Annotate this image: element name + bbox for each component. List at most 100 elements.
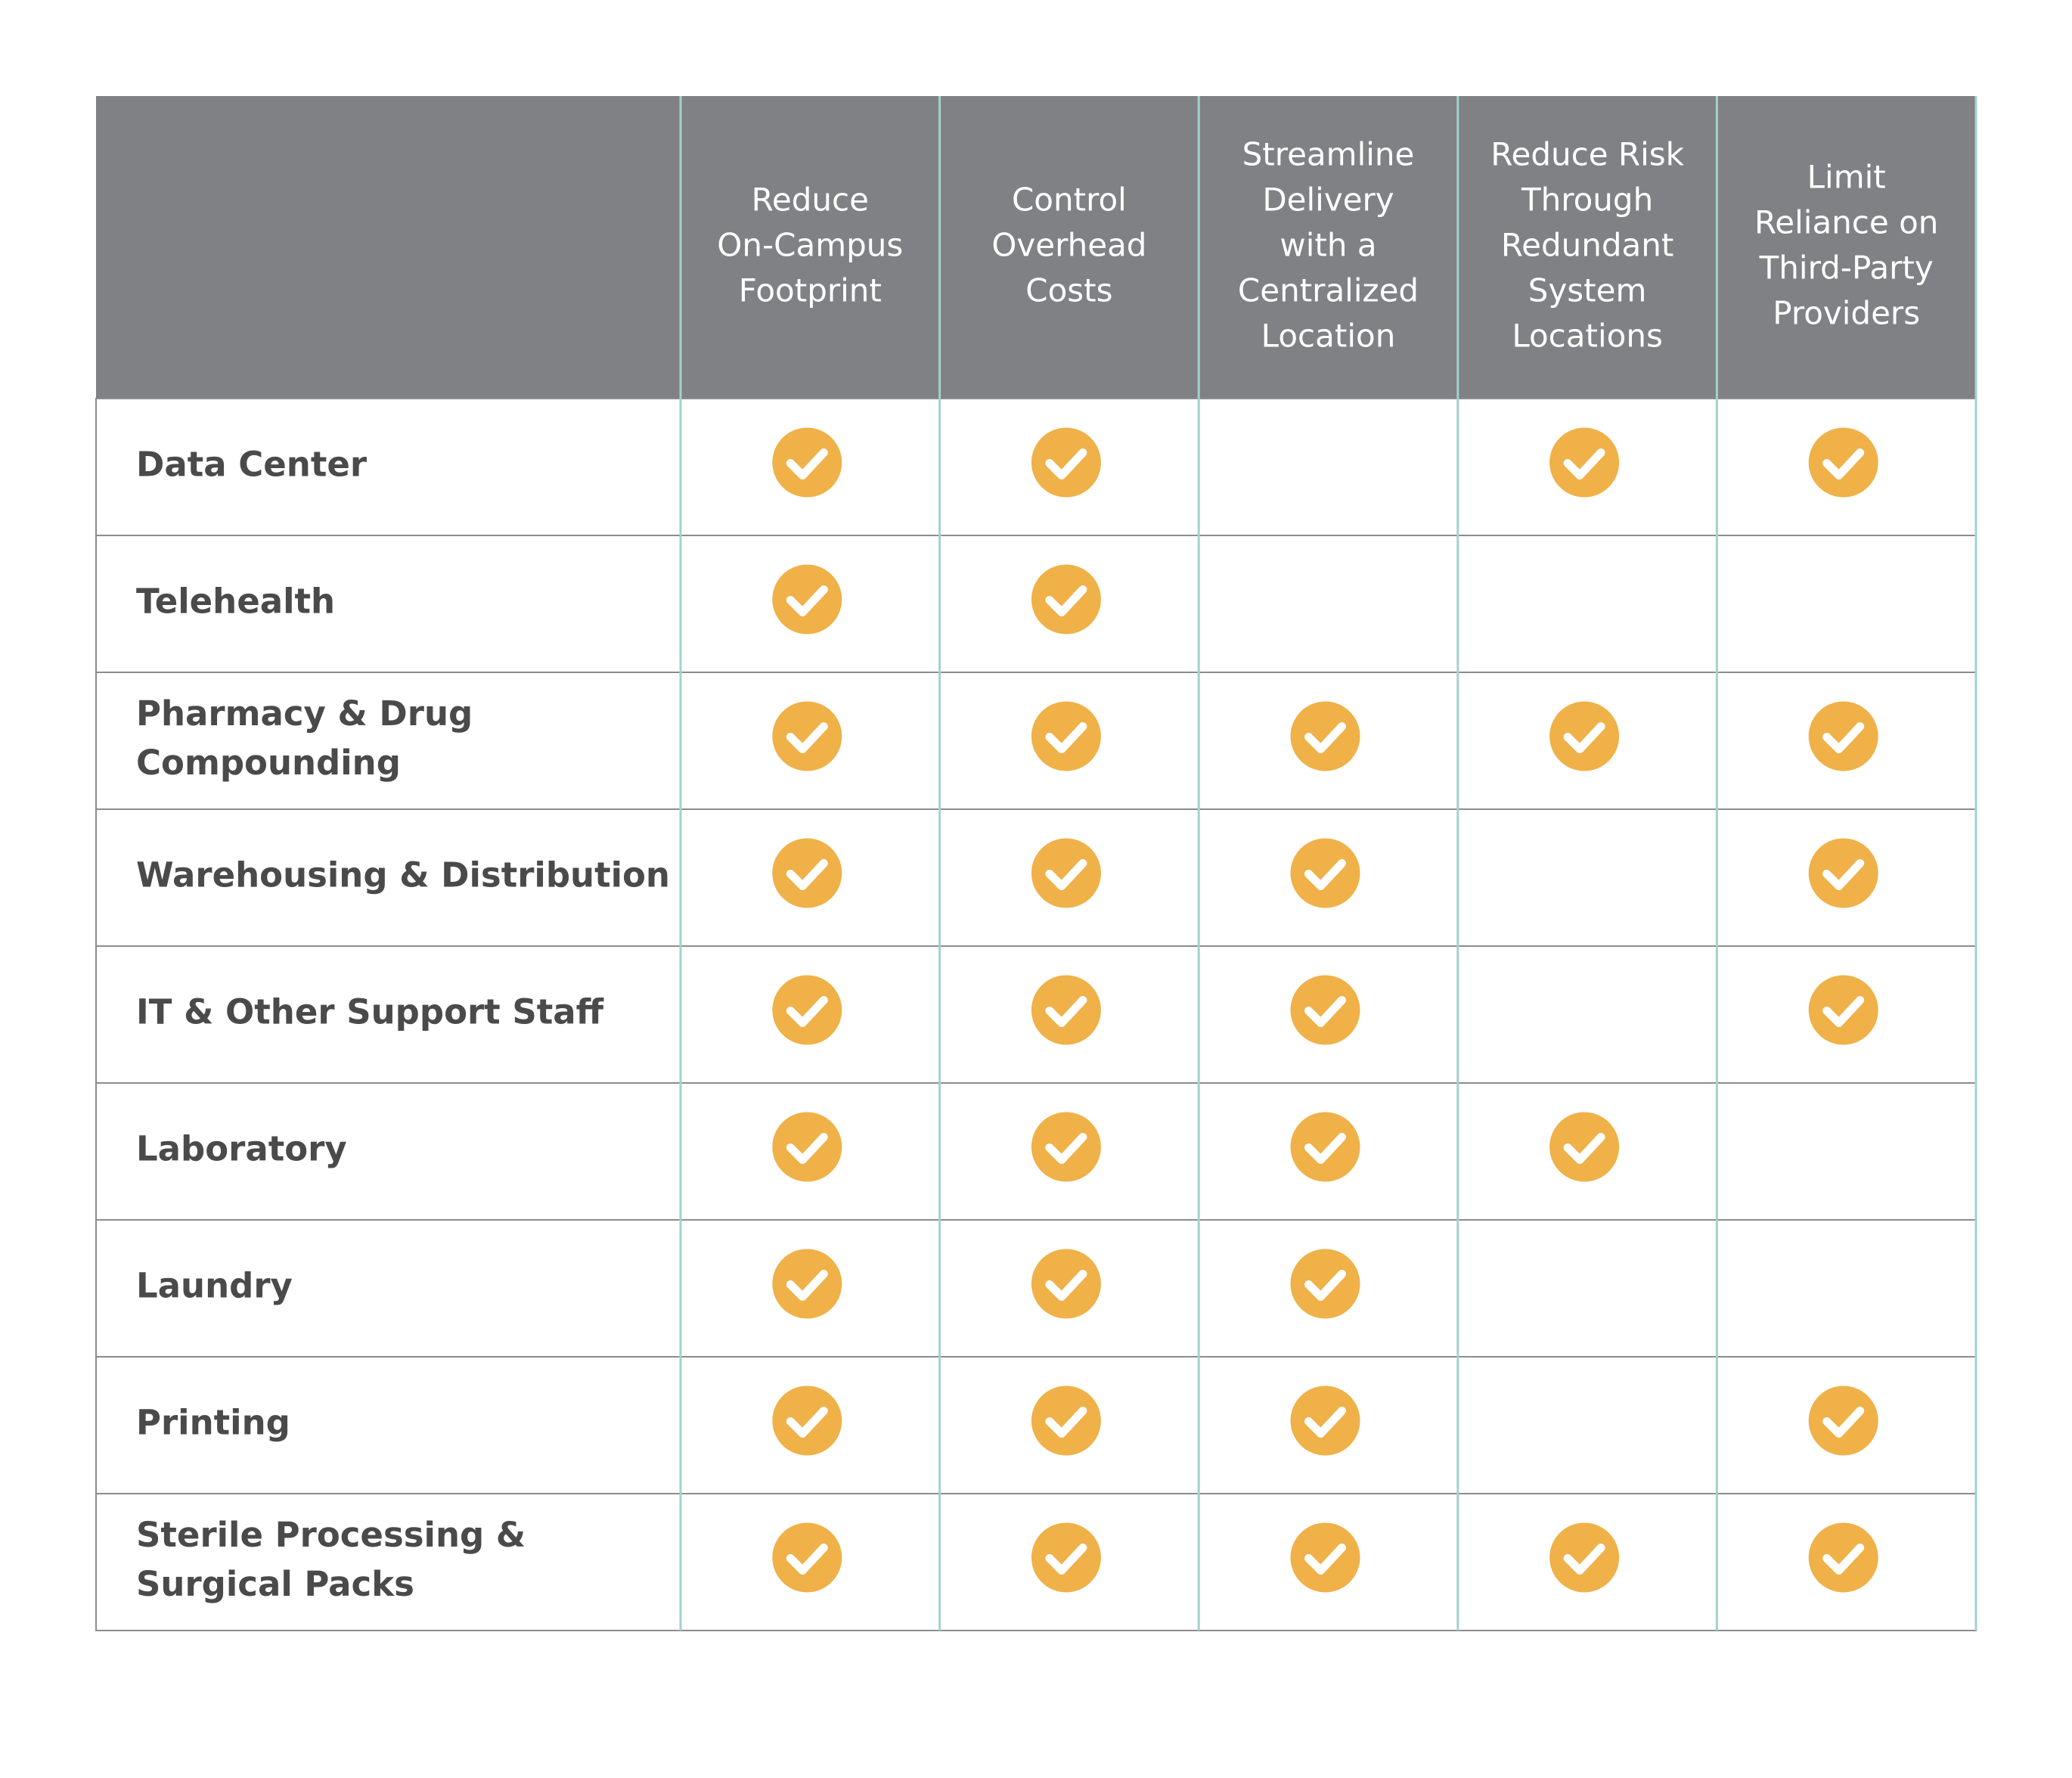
check-icon bbox=[772, 838, 842, 908]
check-circle bbox=[1549, 1522, 1620, 1593]
row-label: Warehousing & Distribution bbox=[136, 855, 670, 895]
row-label: Laboratory bbox=[136, 1129, 347, 1169]
column-header: Costs bbox=[1025, 272, 1112, 309]
check-mark bbox=[1304, 1544, 1346, 1575]
check-icon bbox=[1031, 564, 1101, 635]
check-icon bbox=[1549, 1112, 1620, 1182]
check-circle bbox=[772, 564, 842, 635]
check-circle bbox=[772, 701, 842, 771]
check-icon bbox=[1031, 1112, 1101, 1182]
check-icon bbox=[1549, 701, 1620, 771]
check-circle bbox=[1031, 1385, 1101, 1456]
check-icon bbox=[1290, 975, 1360, 1045]
check-circle bbox=[1549, 1112, 1620, 1182]
check-mark bbox=[1045, 859, 1087, 890]
row-label: Sterile Processing & bbox=[136, 1515, 526, 1555]
column-header: Centralized bbox=[1238, 272, 1419, 309]
row-label: Laundry bbox=[136, 1266, 293, 1306]
check-circle bbox=[1549, 701, 1620, 771]
check-icon bbox=[772, 564, 842, 635]
check-mark bbox=[1304, 1270, 1346, 1301]
check-circle bbox=[1031, 1522, 1101, 1593]
row-label: Compounding bbox=[136, 743, 401, 783]
column-header: Limit bbox=[1807, 159, 1886, 196]
check-mark bbox=[1045, 448, 1087, 479]
check-circle bbox=[772, 1385, 842, 1456]
check-circle bbox=[1808, 838, 1878, 908]
row-label: IT & Other Support Staff bbox=[136, 992, 604, 1032]
check-circle bbox=[1808, 1522, 1878, 1593]
check-mark bbox=[1563, 1544, 1605, 1575]
check-circle bbox=[1031, 838, 1101, 908]
column-header: Reduce Risk bbox=[1490, 136, 1684, 173]
check-circle bbox=[1808, 701, 1878, 771]
check-circle bbox=[772, 427, 842, 498]
column-header: Streamline bbox=[1242, 136, 1415, 173]
column-header: Reduce bbox=[752, 182, 869, 219]
check-mark bbox=[1822, 996, 1865, 1027]
check-icon bbox=[1290, 838, 1360, 908]
check-icon bbox=[1808, 1522, 1878, 1593]
check-icon bbox=[1290, 1112, 1360, 1182]
check-mark bbox=[1045, 1133, 1087, 1164]
check-circle bbox=[1031, 701, 1101, 771]
check-icon bbox=[772, 1385, 842, 1456]
check-circle bbox=[1031, 975, 1101, 1045]
column-header: Footprint bbox=[739, 272, 882, 309]
check-circle bbox=[772, 838, 842, 908]
check-mark bbox=[1045, 722, 1087, 753]
check-circle bbox=[1290, 1112, 1360, 1182]
check-mark bbox=[1045, 1270, 1087, 1301]
check-mark bbox=[1304, 859, 1346, 890]
check-icon bbox=[772, 1249, 842, 1319]
check-icon bbox=[1808, 701, 1878, 771]
check-circle bbox=[1290, 975, 1360, 1045]
check-circle bbox=[772, 975, 842, 1045]
check-circle bbox=[1031, 564, 1101, 635]
check-icon bbox=[1808, 1385, 1878, 1456]
check-icon bbox=[1031, 427, 1101, 498]
check-mark bbox=[1045, 585, 1087, 616]
check-circle bbox=[1290, 1249, 1360, 1319]
check-mark bbox=[786, 996, 828, 1027]
check-icon bbox=[1549, 427, 1620, 498]
check-icon bbox=[1031, 1522, 1101, 1593]
column-header: Reliance on bbox=[1754, 204, 1938, 241]
check-icon bbox=[1290, 1249, 1360, 1319]
check-circle bbox=[1808, 427, 1878, 498]
check-circle bbox=[1808, 1385, 1878, 1456]
check-mark bbox=[1822, 448, 1865, 479]
check-mark bbox=[1304, 1407, 1346, 1438]
check-mark bbox=[1822, 1544, 1865, 1575]
check-mark bbox=[786, 1544, 828, 1575]
row-label: Data Center bbox=[136, 445, 368, 485]
check-icon bbox=[1290, 1522, 1360, 1593]
check-mark bbox=[1563, 722, 1605, 753]
check-icon bbox=[772, 1112, 842, 1182]
check-circle bbox=[1549, 427, 1620, 498]
check-circle bbox=[772, 1249, 842, 1319]
check-circle bbox=[1031, 427, 1101, 498]
check-mark bbox=[786, 1407, 828, 1438]
row-label: Telehealth bbox=[136, 582, 335, 622]
check-circle bbox=[772, 1522, 842, 1593]
check-icon bbox=[1031, 701, 1101, 771]
check-circle bbox=[1290, 1522, 1360, 1593]
check-mark bbox=[786, 1133, 828, 1164]
column-header: On-Campus bbox=[717, 227, 903, 264]
check-mark bbox=[786, 1270, 828, 1301]
check-circle bbox=[1031, 1249, 1101, 1319]
check-mark bbox=[786, 859, 828, 890]
check-circle bbox=[1031, 1112, 1101, 1182]
column-header: Through bbox=[1521, 182, 1653, 219]
check-circle bbox=[772, 1112, 842, 1182]
check-mark bbox=[1563, 448, 1605, 479]
check-mark bbox=[1045, 1407, 1087, 1438]
check-icon bbox=[772, 1522, 842, 1593]
check-icon bbox=[772, 701, 842, 771]
row-label: Pharmacy & Drug bbox=[136, 694, 473, 734]
check-mark bbox=[1304, 996, 1346, 1027]
check-mark bbox=[1822, 722, 1865, 753]
check-icon bbox=[1031, 1249, 1101, 1319]
